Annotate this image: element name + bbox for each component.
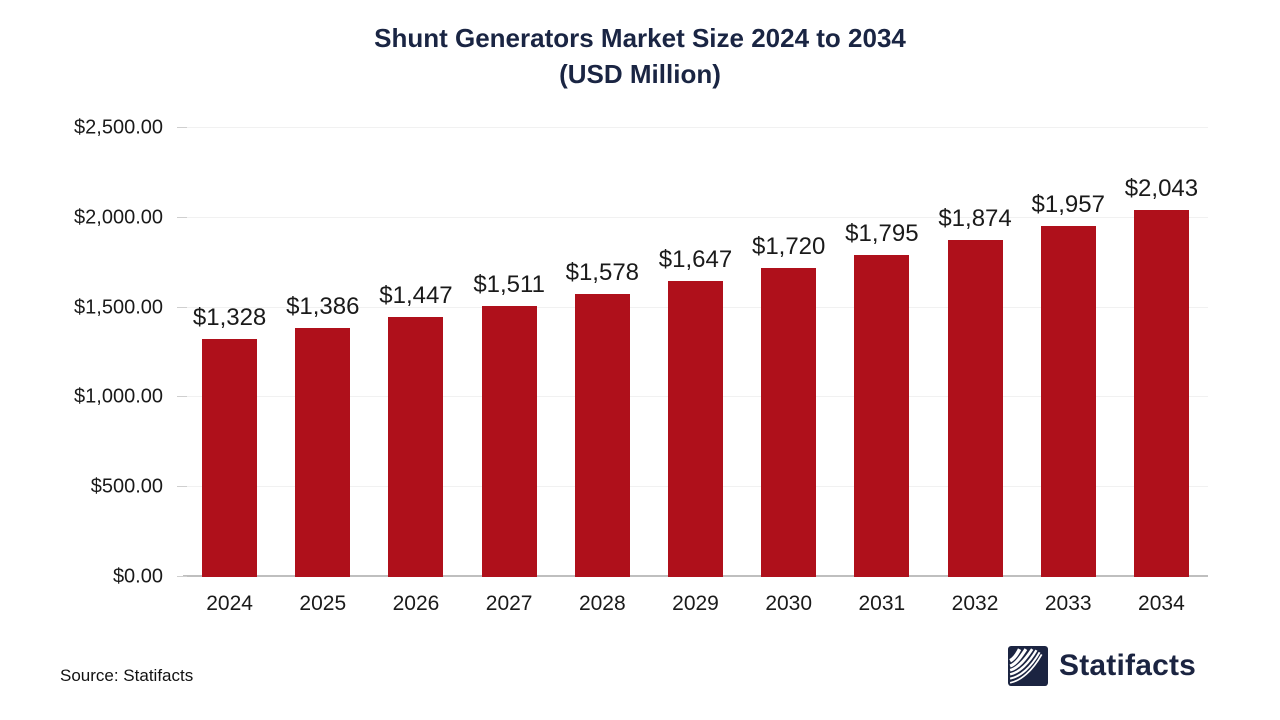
brand-name: Statifacts [1059, 649, 1197, 682]
gridline [183, 127, 1208, 128]
x-tick-label: 2027 [485, 592, 533, 615]
bar: $1,720 [752, 233, 825, 577]
y-axis-tick [177, 127, 187, 128]
y-tick-label: $0.00 [112, 565, 163, 588]
x-tick-label: 2025 [299, 592, 347, 615]
gridline [183, 216, 1208, 218]
brand-logo: Statifacts [1008, 646, 1196, 686]
bar: $1,795 [845, 220, 919, 577]
bar-value-label: $1,578 [565, 258, 640, 286]
x-tick-label: 2033 [1044, 592, 1092, 615]
y-tick-label: $1,000.00 [74, 385, 163, 408]
bar-value-label: $1,511 [473, 270, 545, 298]
y-tick-label: $1,500.00 [74, 296, 163, 319]
source-note: Source: Statifacts [60, 666, 194, 685]
y-axis-tick [177, 306, 187, 308]
bar: $1,386 [286, 293, 359, 577]
bar: $2,043 [1125, 175, 1198, 577]
bar: $1,447 [379, 282, 453, 577]
x-tick-label: 2034 [1138, 592, 1185, 615]
x-tick-label: 2030 [765, 592, 813, 615]
bar-value-label: $1,874 [938, 205, 1012, 233]
y-axis-tick [177, 576, 187, 577]
x-tick-label: 2032 [951, 592, 999, 615]
plot-area: $1,328 $1,386 $1,447 $1,511 $1,578 $1,647 $1,7… [177, 127, 1208, 577]
bar-value-label: $1,957 [1031, 190, 1105, 218]
y-tick-label: $2,500.00 [74, 116, 163, 139]
x-axis-labels: 2024 2025 2026 2027 2028 2029 2030 2031 2032 2033… [183, 592, 1208, 620]
y-axis-tick [177, 486, 187, 488]
statifacts-wave-icon [1008, 646, 1048, 686]
x-tick-label: 2029 [672, 592, 719, 615]
bar-value-label: $1,647 [658, 246, 733, 274]
bar: $1,511 [473, 271, 545, 577]
bar-value-label: $2,043 [1124, 175, 1199, 203]
bar: $1,647 [659, 246, 732, 577]
x-tick-label: 2026 [392, 592, 440, 615]
bar-value-label: $1,720 [751, 233, 826, 261]
bar-value-label: $1,447 [379, 282, 453, 310]
x-tick-label: 2028 [578, 592, 626, 615]
bar: $1,874 [938, 205, 1012, 577]
bar: $1,328 [193, 304, 266, 577]
bar-value-label: $1,795 [845, 219, 919, 247]
y-tick-label: $500.00 [90, 475, 163, 498]
y-axis-labels: $0.00 $500.00 $1,000.00 $1,500.00 $2,000.00 $… [0, 117, 163, 588]
bar: $1,578 [566, 259, 639, 577]
bar: $1,957 [1032, 191, 1105, 577]
x-tick-label: 2031 [858, 592, 906, 615]
y-axis-tick [177, 396, 187, 398]
chart-title-line1: Shunt Generators Market Size 2024 to 203… [374, 23, 906, 53]
bar-value-label: $1,386 [286, 293, 360, 321]
y-tick-label: $2,000.00 [74, 206, 163, 229]
y-axis-tick [177, 216, 187, 218]
bar-value-label: $1,328 [192, 303, 267, 331]
chart-title: Shunt Generators Market Size 2024 to 203… [0, 20, 1280, 92]
chart-title-line2: (USD Million) [559, 59, 721, 89]
x-tick-label: 2024 [206, 592, 253, 615]
